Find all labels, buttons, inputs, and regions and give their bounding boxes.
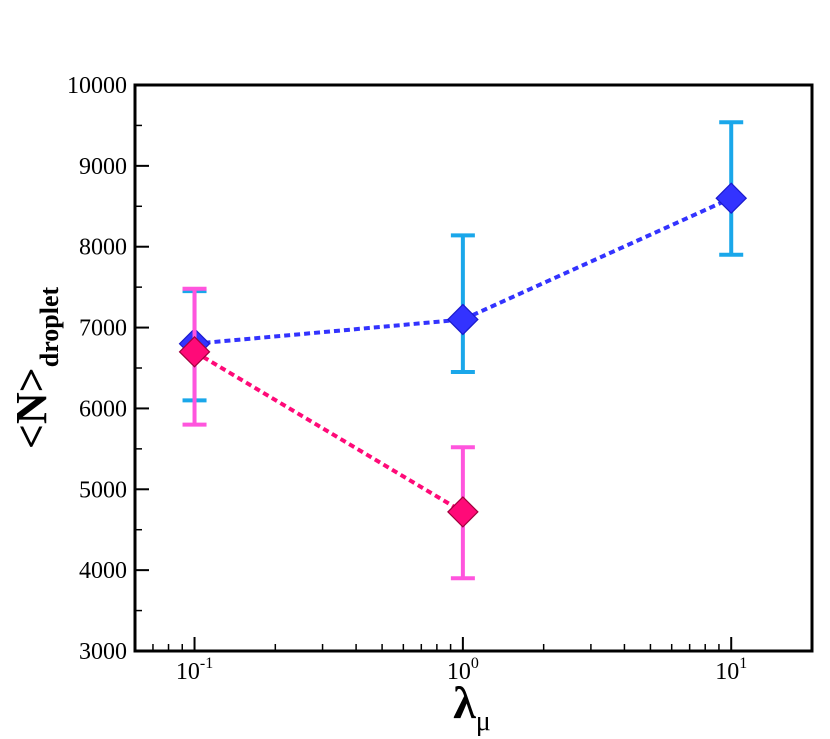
x-tick-base: 10 xyxy=(176,659,200,685)
x-tick-label: 101 xyxy=(715,655,747,685)
series-line xyxy=(194,196,733,346)
y-axis-label: <N>droplet xyxy=(7,286,64,449)
series-1 xyxy=(178,120,748,403)
y-axis-label-sub: droplet xyxy=(35,286,64,367)
x-axis-label-main: λ xyxy=(453,677,476,728)
x-axis-label-sub: μ xyxy=(476,706,491,737)
major-ticks xyxy=(135,84,733,652)
x-tick-label: 10-1 xyxy=(176,655,213,685)
x-tick-label: 100 xyxy=(447,655,479,685)
data-point xyxy=(715,182,748,215)
series-layer xyxy=(178,120,748,581)
y-tick-label: 6000 xyxy=(79,396,127,422)
data-point xyxy=(447,303,479,336)
x-tick-base: 10 xyxy=(447,659,471,685)
x-tick-exponent: -1 xyxy=(200,655,213,672)
x-tick-exponent: 0 xyxy=(471,655,479,672)
y-tick-label: 3000 xyxy=(79,639,127,665)
x-axis-label: λμ xyxy=(453,677,491,737)
y-axis-label-main: <N> xyxy=(7,367,56,449)
x-tick-base: 10 xyxy=(715,659,739,685)
y-tick-label: 7000 xyxy=(79,316,127,342)
plot-frame xyxy=(133,83,814,653)
y-tick-labels: 3000 4000 5000 6000 7000 8000 9000 10000 xyxy=(67,73,127,665)
y-tick-label: 5000 xyxy=(79,477,127,503)
y-tick-label: 9000 xyxy=(79,154,127,180)
data-point xyxy=(447,496,479,528)
data-point xyxy=(178,335,211,368)
x-tick-exponent: 1 xyxy=(739,655,747,672)
x-tick-labels: 10-1 100 101 xyxy=(176,655,747,685)
minor-ticks xyxy=(135,124,720,651)
series-2 xyxy=(178,286,479,581)
y-tick-label: 8000 xyxy=(79,235,127,261)
y-tick-label: 4000 xyxy=(79,558,127,584)
series-line xyxy=(193,350,464,514)
y-tick-label: 10000 xyxy=(67,73,127,99)
